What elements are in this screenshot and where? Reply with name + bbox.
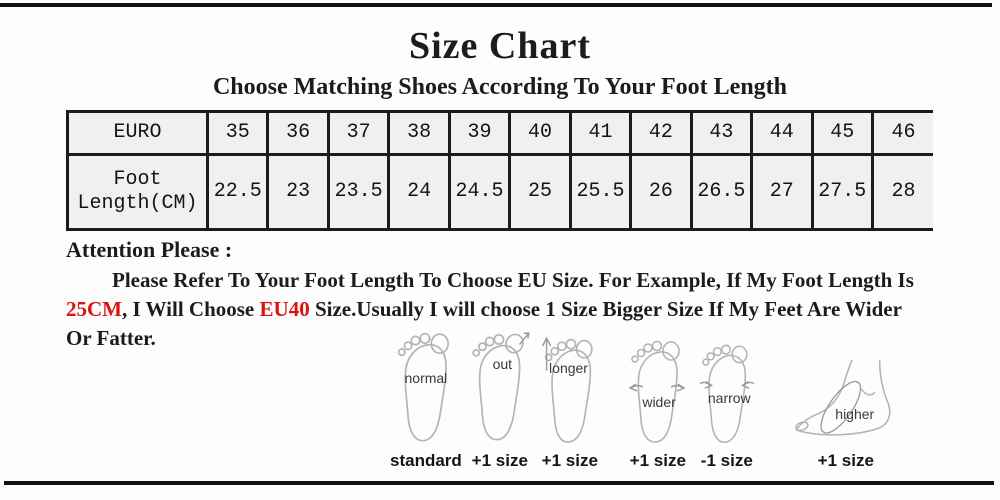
attention-text-1: Please Refer To Your Foot Length To Choo…	[112, 268, 914, 292]
attention-heading: Attention Please :	[66, 237, 233, 262]
foot-diagram-narrow: narrow -1 size	[696, 340, 758, 471]
foot-shape-guide: normal standard out +1 size longer	[390, 330, 908, 471]
foot-length-cell: 23.5	[326, 153, 389, 231]
foot-diagram-higher: higher +1 size	[790, 358, 902, 471]
page-subtitle: Choose Matching Shoes According To Your …	[212, 74, 788, 100]
foot-top-view-narrow-icon	[699, 344, 755, 443]
euro-size-cell: 41	[568, 110, 631, 156]
foot-annotation: out	[492, 356, 513, 372]
size-adjust-label: +1 size	[471, 451, 528, 470]
euro-size-cell: 38	[387, 110, 450, 156]
euro-size-cell: 35	[205, 110, 268, 156]
page-title: Size Chart	[408, 25, 592, 67]
attention-section: Attention Please : Please Refer To Your …	[66, 237, 928, 353]
row-header-euro: EURO	[66, 110, 208, 156]
foot-length-cell: 26.5	[689, 153, 752, 231]
euro-size-cell: 43	[689, 110, 752, 156]
size-chart-table: EURO 35 36 37 38 39 40 41 42 43 44 45 46…	[66, 110, 933, 231]
euro-size-cell: 39	[447, 110, 510, 156]
foot-top-view-out-icon	[472, 332, 530, 441]
euro-size-cell: 37	[326, 110, 389, 156]
attention-body: Please Refer To Your Foot Length To Choo…	[66, 266, 928, 353]
foot-length-cell: 27	[750, 153, 813, 231]
table-row-foot-length: Foot Length(CM) 22.5 23 23.5 24 24.5 25 …	[66, 153, 933, 231]
table-row-euro: EURO 35 36 37 38 39 40 41 42 43 44 45 46	[66, 110, 933, 156]
foot-length-cell: 22.5	[205, 153, 268, 231]
foot-annotation: higher	[835, 406, 875, 422]
foot-length-cell: 27.5	[810, 153, 873, 231]
foot-length-cell: 24.5	[447, 153, 510, 231]
attention-text-2: , I Will Choose	[122, 297, 260, 321]
foot-length-cell: 28	[870, 153, 933, 231]
euro-size-cell: 45	[810, 110, 873, 156]
euro-size-cell: 40	[508, 110, 571, 156]
foot-annotation: longer	[549, 360, 588, 376]
foot-length-cell: 25.5	[568, 153, 631, 231]
foot-diagram-normal: normal standard	[390, 330, 462, 471]
highlight-25cm: 25CM	[66, 297, 122, 321]
foot-length-cell: 24	[387, 153, 450, 231]
foot-diagram-wider: wider +1 size	[626, 336, 690, 471]
size-adjust-label: +1 size	[541, 451, 598, 470]
foot-annotation: normal	[404, 370, 448, 386]
attention-text-3: Size.Usually I will choose 1 Size Bigger…	[66, 297, 902, 350]
size-adjust-label: +1 size	[629, 451, 686, 470]
bottom-divider-line	[4, 481, 994, 485]
foot-side-view-higher-icon	[795, 359, 891, 436]
highlight-eu40: EU40	[259, 297, 310, 321]
foot-length-cell: 23	[266, 153, 329, 231]
foot-diagram-out: out +1 size	[468, 330, 532, 471]
euro-size-cell: 42	[629, 110, 692, 156]
row-header-foot-length: Foot Length(CM)	[66, 153, 208, 231]
foot-annotation: narrow	[707, 390, 751, 406]
foot-length-cell: 26	[629, 153, 692, 231]
foot-annotation: wider	[642, 394, 676, 410]
euro-size-cell: 36	[266, 110, 329, 156]
size-adjust-label: +1 size	[817, 451, 874, 470]
euro-size-cell: 46	[870, 110, 933, 156]
size-adjust-label: standard	[390, 451, 462, 470]
foot-length-cell: 25	[508, 153, 571, 231]
foot-top-view-longer-icon	[541, 336, 593, 443]
size-adjust-label: -1 size	[700, 451, 753, 470]
foot-top-view-wider-icon	[628, 340, 686, 443]
euro-size-cell: 44	[750, 110, 813, 156]
foot-diagram-longer: longer +1 size	[538, 334, 602, 471]
top-divider-line	[0, 3, 992, 7]
foot-top-view-normal-icon	[397, 332, 449, 442]
